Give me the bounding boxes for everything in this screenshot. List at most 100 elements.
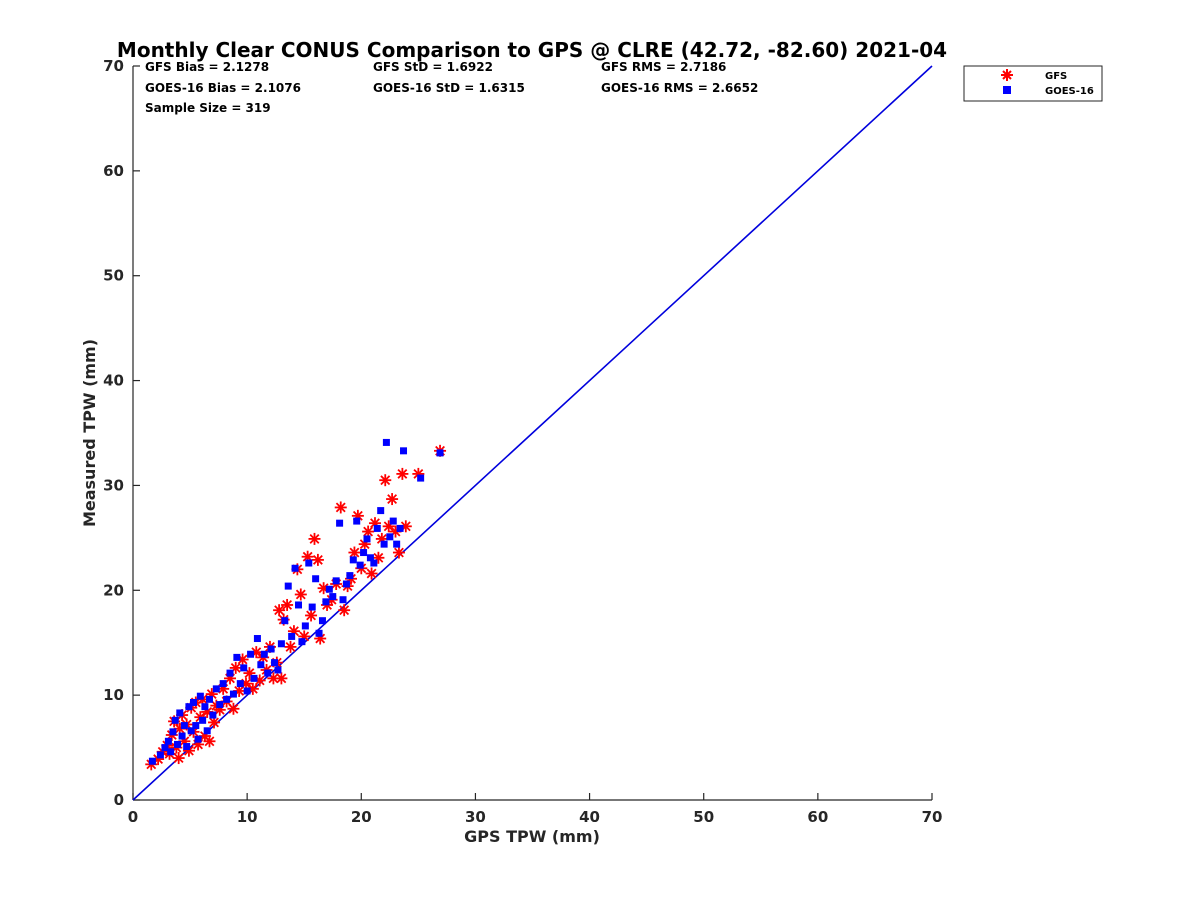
goes16-point [216, 701, 224, 709]
goes16-point [342, 580, 350, 588]
goes16-point [274, 666, 282, 674]
goes16-point [312, 575, 320, 583]
goes16-point [336, 519, 344, 527]
gfs-point [338, 604, 351, 617]
goes16-point [380, 540, 388, 548]
goes16-point [250, 674, 258, 682]
goes-bias-stat: GOES-16 Bias = 2.1076 [145, 81, 301, 95]
gfs-point [284, 640, 297, 653]
goes16-point [243, 687, 251, 695]
goes16-point [305, 559, 313, 567]
goes16-point [178, 732, 186, 740]
goes16-point [240, 664, 248, 672]
goes16-point [277, 640, 285, 648]
goes16-point [185, 703, 193, 711]
goes16-point [417, 474, 425, 482]
goes16-point [353, 517, 361, 525]
goes16-point [212, 685, 220, 693]
goes16-point [205, 695, 213, 703]
goes16-point [196, 692, 204, 700]
y-tick-label: 30 [103, 476, 124, 494]
gfs-point [365, 567, 378, 580]
goes16-point [298, 638, 306, 646]
y-tick-label: 40 [103, 372, 124, 390]
x-tick-label: 0 [128, 808, 138, 826]
y-tick-label: 60 [103, 162, 124, 180]
goes16-point [192, 722, 200, 730]
goes16-point [203, 727, 211, 735]
goes16-point [400, 447, 408, 455]
goes16-point [288, 632, 296, 640]
goes16-point [329, 593, 337, 601]
goes16-point [183, 743, 191, 751]
x-tick-label: 60 [807, 808, 828, 826]
y-tick-label: 50 [103, 267, 124, 285]
gfs-bias-stat: GFS Bias = 2.1278 [145, 60, 269, 74]
goes16-point [174, 740, 182, 748]
goes16-point [236, 680, 244, 688]
gfs-point [386, 493, 399, 506]
gfs-point [392, 546, 405, 559]
gfs-point [334, 501, 347, 514]
goes16-point [167, 748, 175, 756]
x-tick-label: 20 [351, 808, 372, 826]
goes16-point [247, 650, 255, 658]
goes16-point [223, 695, 231, 703]
goes16-point [386, 533, 394, 541]
stats-block: GFS Bias = 2.1278 GFS StD = 1.6922 GFS R… [145, 60, 758, 115]
goes16-point [318, 617, 326, 625]
goes16-point [187, 727, 195, 735]
goes16-point [291, 564, 299, 572]
goes16-point [308, 603, 316, 611]
legend-goes16-label: GOES-16 [1045, 86, 1094, 97]
goes16-point [161, 744, 169, 752]
goes16-point [349, 556, 357, 564]
x-tick-group: 0 10 20 30 40 50 60 70 [128, 793, 943, 826]
y-tick-label: 10 [103, 686, 124, 704]
goes16-point [284, 582, 292, 590]
legend-box [963, 65, 1103, 102]
goes16-point [260, 650, 268, 658]
goes16-point [366, 554, 374, 562]
goes16-point [360, 549, 368, 557]
gfs-std-stat: GFS StD = 1.6922 [373, 60, 493, 74]
goes16-point [382, 438, 390, 446]
x-tick-label: 70 [922, 808, 943, 826]
gfs-point [273, 604, 286, 617]
goes16-point [233, 653, 241, 661]
gfs-point [172, 752, 185, 765]
goes16-point [281, 617, 289, 625]
goes16-point [148, 757, 156, 765]
y-tick-group: 0 10 20 30 40 50 60 70 [103, 57, 140, 809]
legend-gfs-marker [1001, 69, 1013, 81]
goes-rms-stat: GOES-16 RMS = 2.6652 [601, 81, 758, 95]
goes16-point [209, 711, 217, 719]
goes-std-stat: GOES-16 StD = 1.6315 [373, 81, 525, 95]
gfs-point [227, 702, 240, 715]
gfs-point [275, 672, 288, 685]
gfs-series [145, 444, 447, 771]
goes16-point [295, 601, 303, 609]
goes16-point [393, 540, 401, 548]
gfs-point [311, 553, 324, 566]
y-tick-label: 70 [103, 57, 124, 75]
gfs-point [305, 609, 318, 622]
goes16-point [356, 561, 364, 569]
y-tick-label: 20 [103, 581, 124, 599]
goes16-point [363, 535, 371, 543]
gfs-point [294, 588, 307, 601]
goes16-point [229, 690, 237, 698]
goes16-point [332, 577, 340, 585]
goes16-point [346, 572, 354, 580]
x-tick-label: 40 [579, 808, 600, 826]
goes16-point [325, 585, 333, 593]
gfs-point [203, 735, 216, 748]
goes16-point [176, 709, 184, 717]
y-tick-label: 0 [114, 791, 124, 809]
gfs-point [396, 467, 409, 480]
goes16-point [189, 698, 197, 706]
goes16-point [257, 661, 265, 669]
goes16-point [180, 722, 188, 730]
goes16-point [171, 716, 179, 724]
gfs-rms-stat: GFS RMS = 2.7186 [601, 60, 726, 74]
